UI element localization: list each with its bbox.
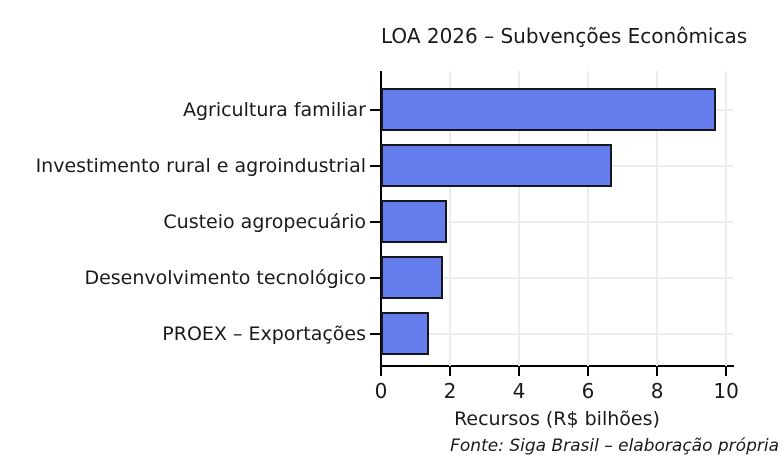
y-tick-mark (370, 220, 380, 223)
y-tick-mark (370, 276, 380, 279)
y-tick-label: PROEX – Exportações (162, 322, 366, 345)
chart-title: LOA 2026 – Subvenções Econômicas (381, 24, 748, 48)
bar-4 (381, 312, 430, 355)
x-tick-mark (380, 367, 382, 376)
x-tick-mark (587, 367, 590, 376)
gridline-horizontal (381, 332, 733, 335)
gridline-vertical (449, 71, 452, 366)
bar-0 (381, 88, 716, 131)
y-tick-label: Agricultura familiar (182, 98, 366, 121)
gridline-vertical (518, 71, 521, 366)
gridline-vertical (656, 71, 659, 366)
bar-3 (381, 256, 444, 299)
y-tick-label: Desenvolvimento tecnológico (84, 266, 366, 289)
x-tick-mark (449, 367, 452, 376)
x-tick-label: 4 (512, 379, 526, 403)
y-tick-mark (370, 108, 380, 111)
y-tick-label: Custeio agropecuário (163, 210, 366, 233)
x-tick-label: 8 (650, 379, 664, 403)
x-tick-mark (656, 367, 659, 376)
x-tick-mark (518, 367, 521, 376)
gridline-horizontal (381, 276, 733, 279)
y-tick-mark (370, 164, 380, 167)
x-tick-label: 6 (581, 379, 595, 403)
x-axis-label: Recursos (R$ bilhões) (454, 408, 660, 430)
x-axis-spine (380, 365, 734, 367)
y-tick-mark (370, 332, 380, 335)
bar-1 (381, 144, 613, 187)
gridline-vertical (587, 71, 590, 366)
gridline-horizontal (381, 220, 733, 223)
x-tick-label: 2 (443, 379, 457, 403)
plot-area (381, 71, 733, 366)
x-tick-mark (725, 367, 728, 376)
source-note: Fonte: Siga Brasil – elaboração própria (450, 436, 779, 456)
x-tick-label: 0 (374, 379, 388, 403)
x-tick-label: 10 (713, 379, 739, 403)
y-tick-label: Investimento rural e agroindustrial (35, 154, 366, 177)
gridline-vertical (725, 71, 728, 366)
bar-2 (381, 200, 447, 243)
